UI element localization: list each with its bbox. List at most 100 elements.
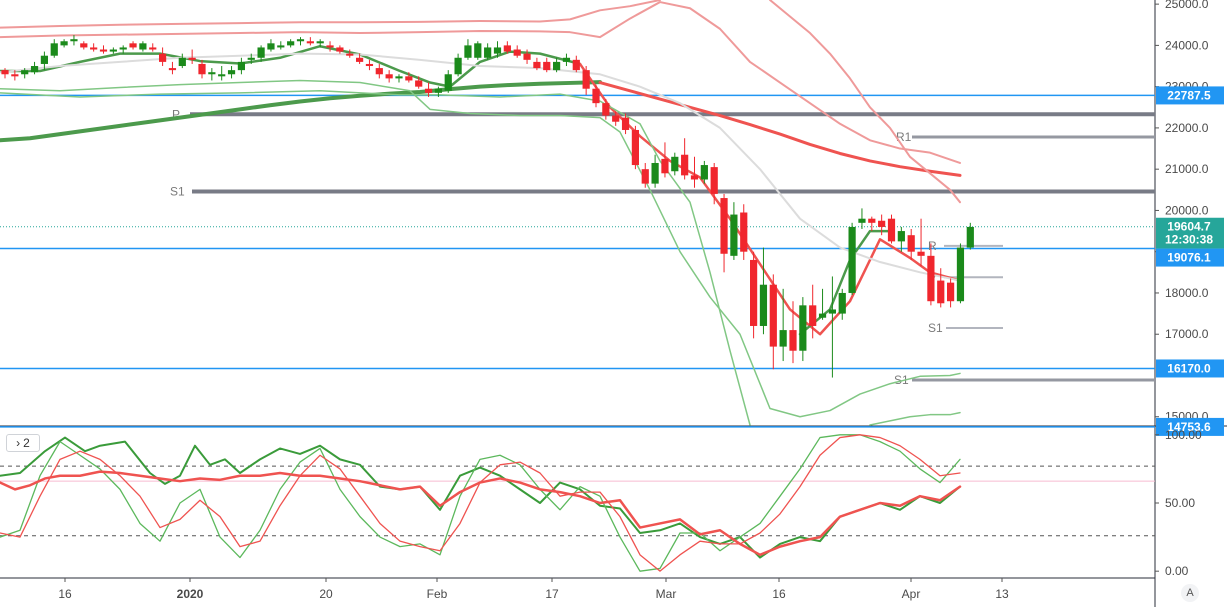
- candle-body: [129, 43, 137, 48]
- price-tick-label: 18000.0: [1165, 286, 1209, 300]
- candle-body: [937, 280, 945, 304]
- candle-body: [641, 169, 649, 184]
- x-tick-label: Mar: [656, 587, 677, 601]
- candle-body: [710, 167, 718, 194]
- candle-body: [750, 259, 758, 326]
- candle-body: [40, 55, 48, 64]
- candle-body: [740, 212, 748, 252]
- candle-body: [966, 226, 974, 248]
- candle-body: [168, 68, 177, 71]
- candle-body: [720, 198, 728, 254]
- candle-body: [306, 41, 314, 44]
- auto-scale-button[interactable]: A: [1181, 584, 1199, 602]
- price-label-text: 22787.5: [1167, 88, 1211, 102]
- osc-tick-label: 50.00: [1165, 496, 1195, 510]
- candle-body: [346, 53, 354, 56]
- upper-band-2-line: [0, 1, 961, 164]
- candle-body: [1, 70, 9, 75]
- osc-tick-label: 0.00: [1165, 564, 1189, 578]
- lower-band-line: [0, 79, 961, 418]
- price-label-box: [1156, 230, 1224, 249]
- pivot-label: P: [172, 107, 180, 121]
- candle-body: [109, 49, 117, 52]
- candle-body: [897, 231, 905, 242]
- candle-body: [809, 305, 817, 326]
- candle-body: [296, 39, 305, 42]
- candle-body: [789, 330, 797, 351]
- candle-body: [799, 305, 807, 351]
- candle-body: [454, 57, 462, 75]
- candle-body: [415, 80, 423, 87]
- hidden-indicator-count: 2: [23, 436, 30, 450]
- candle-body: [99, 49, 108, 52]
- candle-body: [21, 70, 29, 75]
- candle-body: [198, 63, 206, 75]
- price-tick-label: 22000.0: [1165, 121, 1209, 135]
- candle-body: [139, 43, 147, 50]
- pivot-label: S1: [170, 184, 185, 198]
- candle-body: [493, 47, 502, 54]
- x-tick-label: 17: [545, 587, 559, 601]
- chevron-right-icon: ›: [16, 436, 21, 450]
- candle-body: [651, 162, 659, 184]
- candle-body: [602, 103, 610, 116]
- x-tick-label: 20: [319, 587, 333, 601]
- candle-body: [730, 214, 738, 256]
- candle-body: [188, 57, 196, 60]
- price-tick-label: 21000.0: [1165, 162, 1209, 176]
- lower-band-2-line: [0, 90, 751, 426]
- candle-body: [533, 61, 541, 69]
- mid-line-line: [598, 81, 962, 177]
- price-label-box: [1156, 359, 1224, 378]
- x-tick-label: Apr: [902, 587, 921, 601]
- osc-tick-label: 100.00: [1165, 428, 1202, 442]
- candle-body: [484, 47, 492, 58]
- auto-scale-label: A: [1186, 587, 1194, 599]
- candle-body: [621, 117, 630, 130]
- price-label-text: 19076.1: [1167, 251, 1211, 265]
- candle-body: [50, 43, 58, 56]
- candle-body: [30, 66, 39, 73]
- candle-body: [60, 41, 68, 46]
- collapse-indicators-button[interactable]: › 2: [6, 434, 40, 452]
- candle-body: [878, 220, 886, 227]
- candle-body: [267, 43, 275, 50]
- candle-body: [947, 282, 955, 302]
- candle-body: [503, 45, 511, 52]
- candle-body: [671, 156, 679, 172]
- candle-body: [11, 74, 19, 77]
- pivot-label: R1: [896, 130, 912, 144]
- pivot-label: R: [928, 239, 937, 253]
- x-tick-label: 16: [58, 587, 72, 601]
- candle-body: [838, 292, 846, 314]
- candle-body: [70, 39, 78, 42]
- candle-body: [907, 235, 915, 252]
- candle-body: [759, 284, 768, 326]
- candle-body: [405, 76, 413, 81]
- candle-body: [287, 41, 295, 46]
- price-label-box: [1156, 248, 1224, 267]
- candle-body: [375, 68, 383, 75]
- candle-body: [257, 47, 265, 58]
- upper-band-line: [0, 0, 661, 29]
- candle-body: [247, 57, 255, 60]
- candle-body: [80, 43, 88, 48]
- candle-body: [444, 74, 452, 91]
- price-label-text: 19604.7: [1167, 220, 1211, 234]
- grey-ma-line: [0, 52, 961, 282]
- candle-body: [927, 255, 935, 302]
- candle-body: [365, 63, 374, 67]
- candle-body: [218, 74, 226, 77]
- candle-body: [868, 218, 876, 223]
- candle-body: [336, 47, 344, 52]
- price-tick-label: 17000.0: [1165, 327, 1209, 341]
- candle-body: [178, 57, 186, 67]
- candle-body: [543, 61, 551, 71]
- pivot-label: S1: [928, 321, 943, 335]
- candle-body: [434, 88, 442, 93]
- candle-body: [769, 284, 777, 347]
- candle-body: [818, 313, 827, 318]
- price-tick-label: 20000.0: [1165, 203, 1209, 217]
